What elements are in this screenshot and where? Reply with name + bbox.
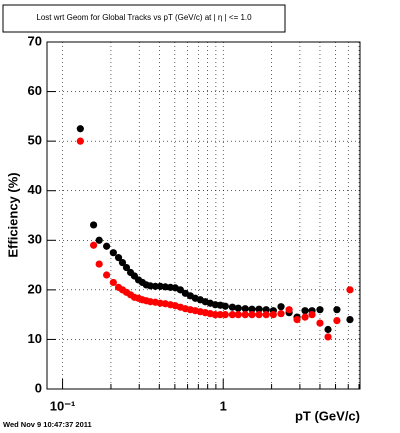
- data-point: [248, 311, 256, 319]
- data-point: [255, 305, 263, 313]
- y-tick-label: 0: [35, 380, 42, 395]
- data-point: [118, 258, 127, 267]
- data-point: [234, 311, 242, 319]
- y-tick-label: 10: [28, 331, 42, 346]
- y-tick-label: 70: [28, 33, 42, 48]
- chart-title: Lost wrt Geom for Global Tracks vs pT (G…: [36, 13, 252, 22]
- data-point: [221, 311, 229, 319]
- data-point: [241, 311, 249, 319]
- data-point: [262, 306, 270, 314]
- data-point: [293, 316, 301, 324]
- y-tick-label: 50: [28, 133, 42, 148]
- data-point: [89, 241, 98, 249]
- data-point: [255, 311, 263, 319]
- data-point: [324, 325, 332, 334]
- data-point: [103, 242, 111, 250]
- data-point: [333, 316, 341, 325]
- data-point: [308, 311, 316, 319]
- data-point: [151, 282, 159, 290]
- data-point: [333, 306, 341, 314]
- data-point: [301, 313, 309, 321]
- data-point: [277, 303, 285, 311]
- data-point: [76, 137, 84, 145]
- title-box: [2, 4, 286, 33]
- data-point: [95, 236, 103, 244]
- x-axis-label: pT (GeV/c): [295, 408, 360, 423]
- y-tick-label: 20: [28, 281, 42, 296]
- data-point: [248, 305, 256, 313]
- data-point: [262, 311, 270, 319]
- data-point: [346, 286, 354, 294]
- data-point: [346, 316, 354, 324]
- data-point: [228, 311, 236, 319]
- data-point: [103, 271, 111, 279]
- data-point: [234, 304, 242, 312]
- data-point: [109, 249, 117, 257]
- data-point: [122, 263, 131, 272]
- data-point: [316, 319, 324, 327]
- data-point: [316, 306, 324, 314]
- footer: Wed Nov 9 10:47:37 2011: [3, 420, 92, 429]
- y-tick-label: 30: [28, 232, 42, 247]
- y-tick-label: 60: [28, 83, 42, 98]
- x-tick-label: 10⁻¹: [50, 398, 76, 413]
- data-point: [216, 311, 224, 319]
- data-point: [301, 307, 309, 315]
- data-point: [285, 306, 293, 314]
- data-point: [269, 311, 277, 319]
- data-point: [76, 125, 84, 133]
- data-point: [324, 333, 332, 341]
- data-point: [221, 302, 229, 310]
- data-point: [241, 305, 249, 313]
- data-point: [277, 310, 285, 318]
- x-tick-label: 1: [220, 398, 227, 413]
- data-point: [95, 260, 103, 268]
- y-axis-label: Efficiency (%): [5, 172, 20, 257]
- data-point: [228, 303, 236, 311]
- data-point: [114, 254, 123, 262]
- data-point: [109, 278, 117, 287]
- plot-frame: [46, 41, 361, 390]
- data-point: [211, 311, 219, 319]
- y-tick-label: 40: [28, 182, 42, 197]
- data-point: [89, 221, 98, 229]
